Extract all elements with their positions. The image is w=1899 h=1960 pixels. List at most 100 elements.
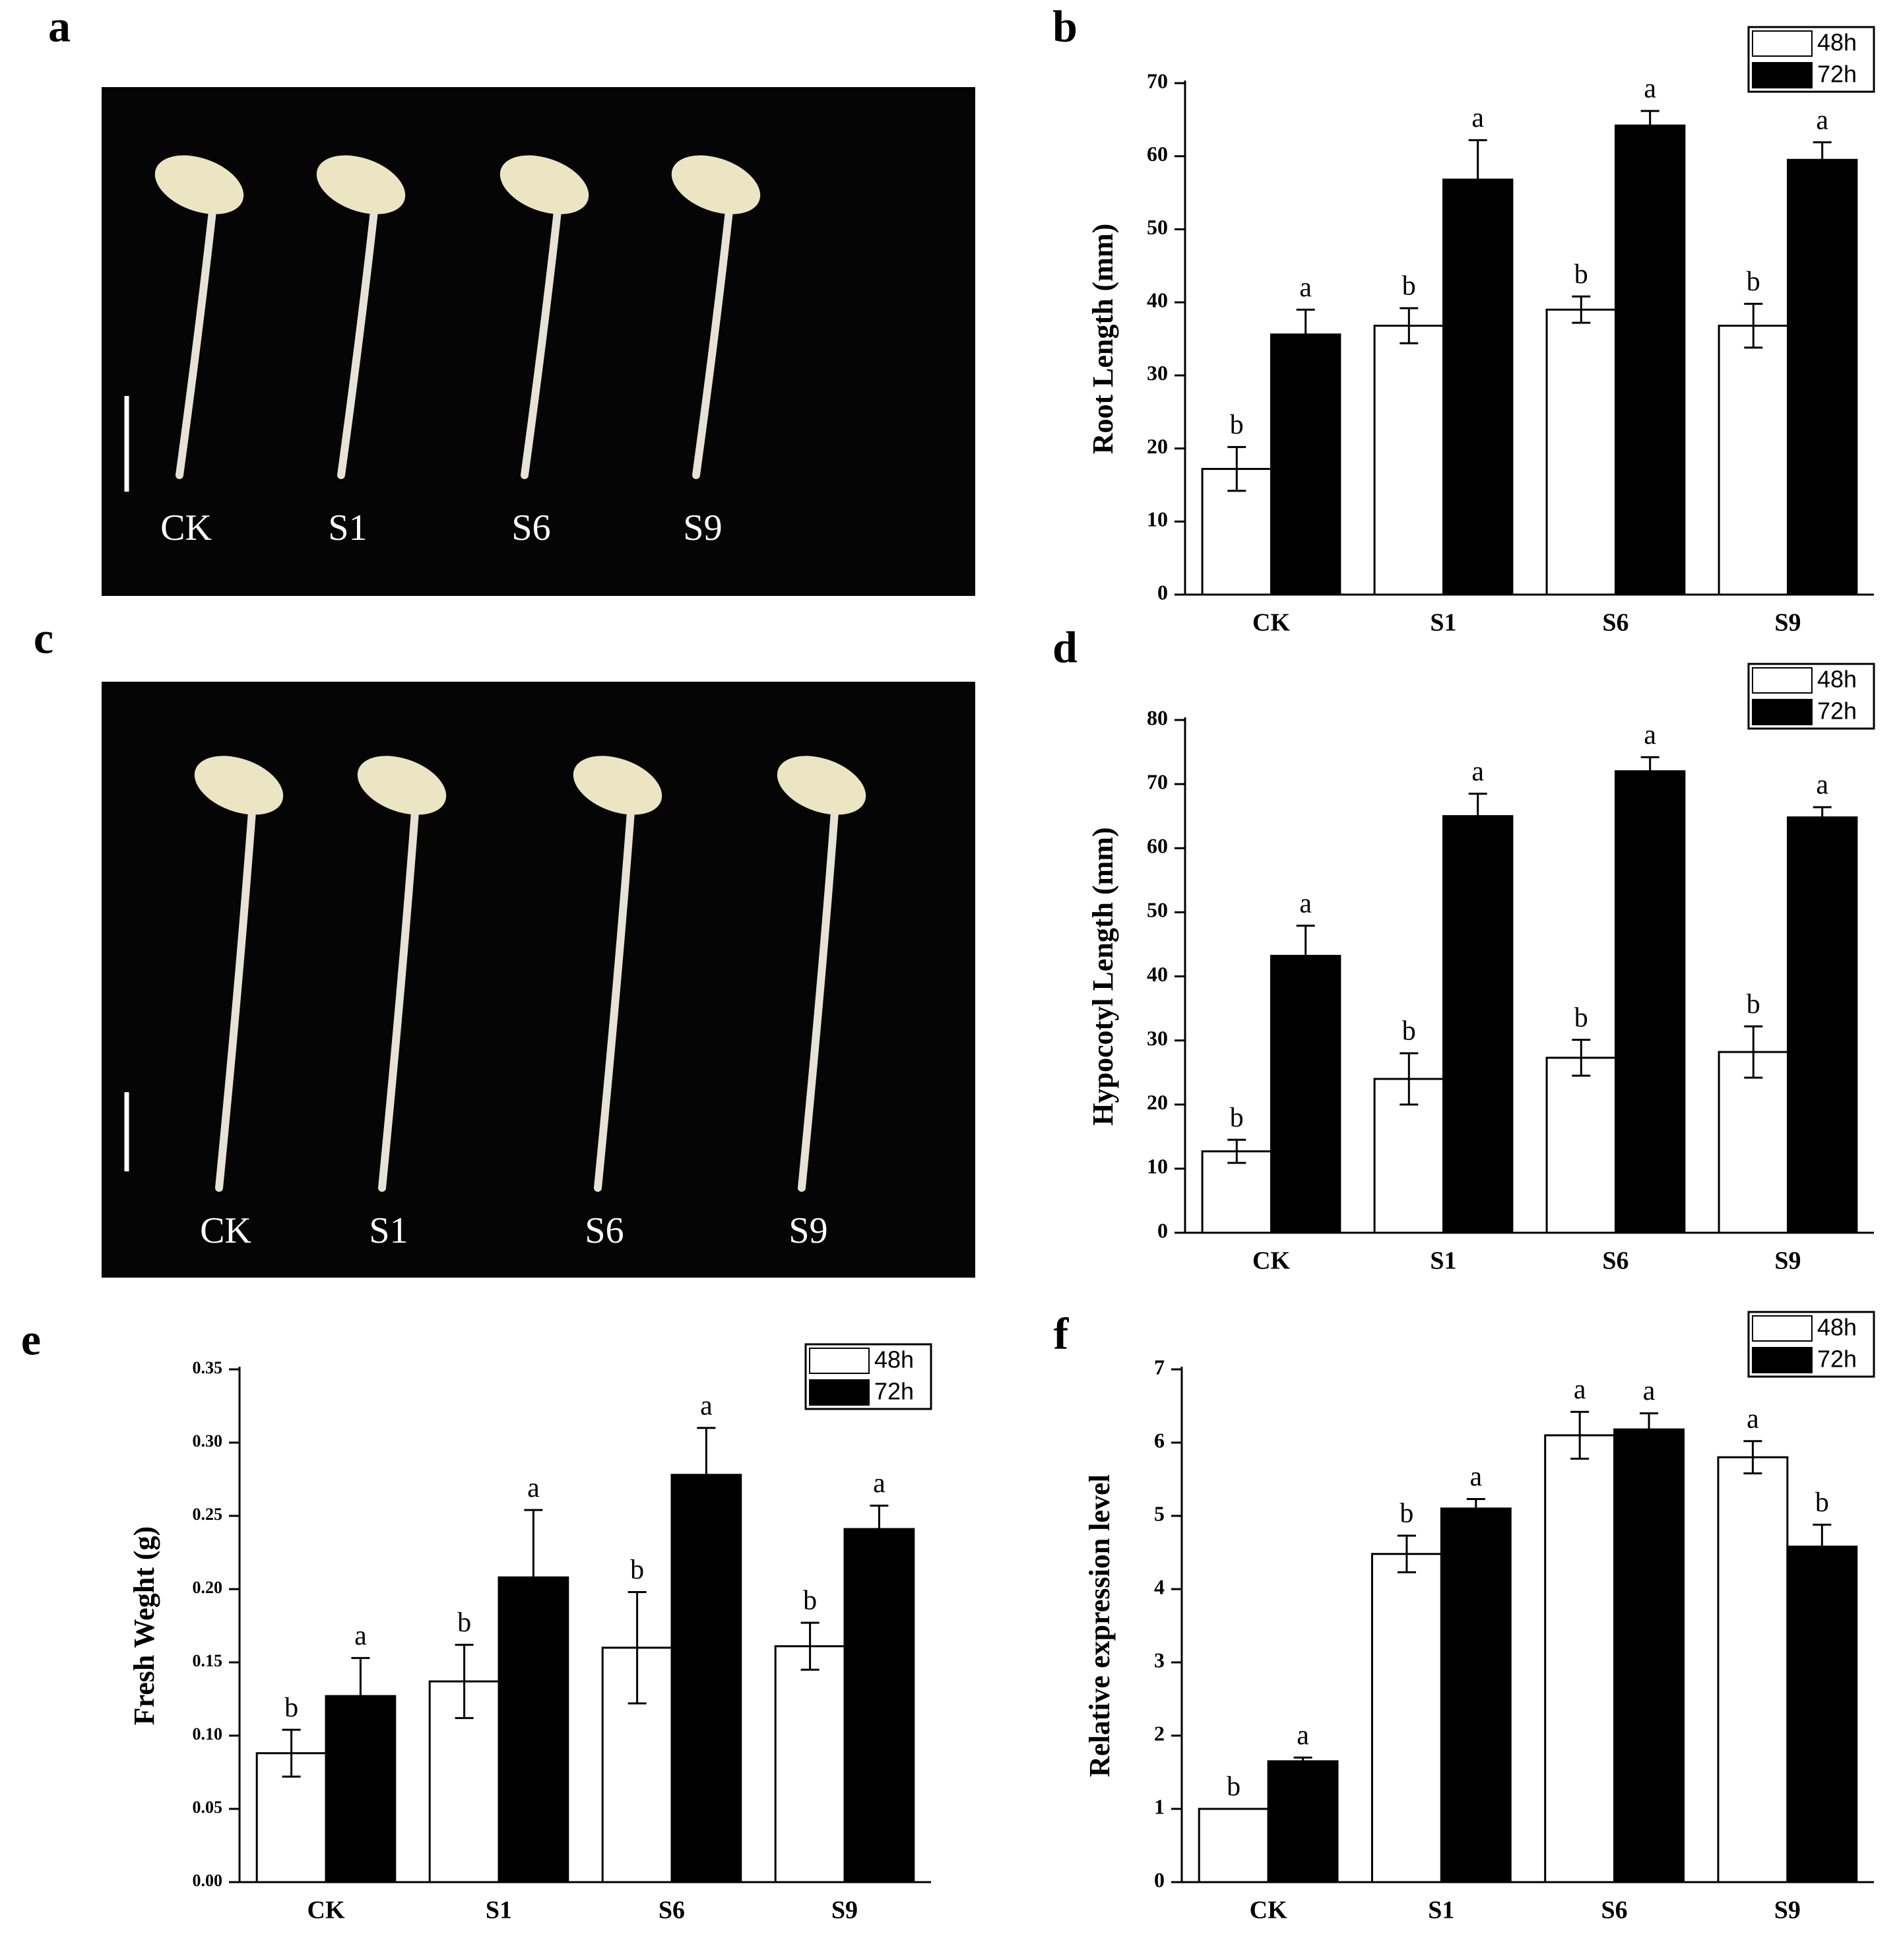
x-tick-label: S6 [1602, 609, 1628, 637]
y-tick-label: 0.10 [193, 1724, 223, 1744]
photo-caption: S9 [683, 507, 722, 548]
seedling-cotyledon [154, 155, 244, 214]
seedling-root [594, 808, 635, 1192]
bar [1373, 325, 1445, 596]
bar [1270, 333, 1341, 596]
seedling-root [215, 808, 256, 1192]
seedling-root [337, 207, 378, 479]
significance-letter: b [1747, 267, 1760, 297]
significance-letter: a [527, 1473, 540, 1503]
seedling-root [378, 808, 419, 1192]
y-tick-label: 5 [1154, 1501, 1165, 1525]
error-bar [1400, 307, 1419, 344]
significance-letter: b [1402, 1016, 1416, 1047]
error-bar [800, 1621, 820, 1671]
significance-letter: b [1574, 1002, 1588, 1033]
x-tick-label: S9 [831, 1897, 858, 1924]
bar [1442, 815, 1514, 1234]
y-tick-label: 20 [1147, 434, 1168, 458]
error-bar [1744, 302, 1763, 349]
significance-letter: a [1747, 1404, 1759, 1434]
bar [1370, 1553, 1442, 1883]
bar [1718, 1051, 1789, 1234]
panel-label: f [1054, 1309, 1070, 1359]
legend-label: 48h [874, 1346, 914, 1373]
significance-letter: b [284, 1693, 298, 1723]
photo-caption: S6 [585, 1210, 624, 1251]
seedling-cotyledon [573, 756, 662, 815]
y-tick-label: 60 [1147, 834, 1168, 858]
x-tick-label: CK [1250, 1897, 1287, 1924]
seedling-cotyledon [194, 756, 284, 815]
error-bar [1397, 1534, 1416, 1573]
y-tick-label: 2 [1154, 1721, 1165, 1745]
bar [1615, 124, 1686, 596]
y-tick-label: 0.00 [193, 1871, 223, 1890]
y-axis-title: Relative expression level [1083, 1474, 1116, 1777]
y-tick-label: 0.35 [193, 1358, 223, 1377]
significance-letter: b [1230, 1103, 1244, 1133]
seedling-root [798, 808, 839, 1192]
x-tick-label: S1 [486, 1897, 512, 1924]
y-tick-label: 0 [1154, 1868, 1165, 1891]
significance-letter: b [1747, 989, 1760, 1020]
bar [1718, 325, 1789, 596]
bar [1270, 954, 1341, 1234]
x-tick-label: CK [1252, 1247, 1290, 1275]
error-bar [1640, 1412, 1659, 1447]
error-bar [628, 1590, 647, 1705]
photo-caption: S1 [328, 507, 367, 548]
significance-letter: a [1816, 105, 1828, 135]
photo-caption: S9 [789, 1210, 827, 1251]
y-tick-label: 0 [1157, 580, 1168, 604]
legend-swatch [1752, 30, 1813, 57]
y-tick-label: 40 [1147, 962, 1168, 986]
x-tick-label: S1 [1428, 1897, 1454, 1924]
legend-label: 72h [874, 1378, 914, 1405]
y-tick-label: 0.20 [193, 1578, 223, 1597]
error-bar [524, 1509, 543, 1646]
bar [774, 1645, 846, 1883]
x-tick-label: S6 [1602, 1247, 1628, 1275]
y-axis-title: Root Length (mm) [1087, 224, 1119, 455]
seedling-cotyledon [777, 756, 866, 815]
significance-letter: a [354, 1621, 367, 1651]
y-tick-label: 7 [1154, 1355, 1165, 1379]
significance-letter: a [1471, 756, 1484, 787]
x-tick-label: S1 [1430, 609, 1456, 637]
significance-letter: b [1227, 1772, 1240, 1802]
x-tick-label: S6 [1601, 1897, 1628, 1924]
error-bar [455, 1643, 474, 1719]
y-tick-label: 60 [1147, 142, 1168, 166]
bar [1544, 1434, 1616, 1883]
significance-letter: b [457, 1608, 471, 1638]
bar [1267, 1760, 1339, 1883]
significance-letter: a [1299, 273, 1312, 303]
bar [1717, 1456, 1789, 1883]
significance-letter: b [803, 1586, 817, 1616]
error-bar [1468, 139, 1487, 220]
y-tick-label: 40 [1147, 288, 1168, 311]
y-tick-label: 3 [1154, 1648, 1165, 1672]
significance-letter: a [1644, 74, 1656, 104]
error-bar [1296, 308, 1315, 360]
x-tick-label: S9 [1774, 1247, 1801, 1275]
error-bar [1400, 1052, 1419, 1106]
bar [1787, 816, 1858, 1234]
seedling-cotyledon [357, 756, 447, 815]
y-tick-label: 0.25 [193, 1505, 223, 1524]
error-bar [870, 1504, 889, 1553]
error-bar [1813, 141, 1832, 179]
y-tick-label: 20 [1147, 1090, 1168, 1114]
y-tick-label: 30 [1147, 361, 1168, 385]
significance-letter: a [700, 1390, 713, 1421]
y-tick-label: 0.15 [193, 1651, 223, 1670]
significance-letter: b [1400, 1499, 1413, 1529]
bar [1786, 1546, 1858, 1883]
y-tick-label: 0.30 [193, 1431, 223, 1451]
significance-letter: b [1230, 410, 1244, 440]
y-tick-label: 80 [1147, 705, 1168, 729]
seedling-root [176, 207, 216, 479]
y-tick-label: 70 [1147, 69, 1168, 92]
significance-letter: a [1299, 888, 1312, 919]
